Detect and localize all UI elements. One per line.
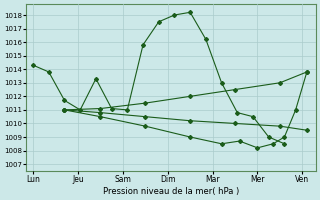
X-axis label: Pression niveau de la mer( hPa ): Pression niveau de la mer( hPa ) — [103, 187, 239, 196]
